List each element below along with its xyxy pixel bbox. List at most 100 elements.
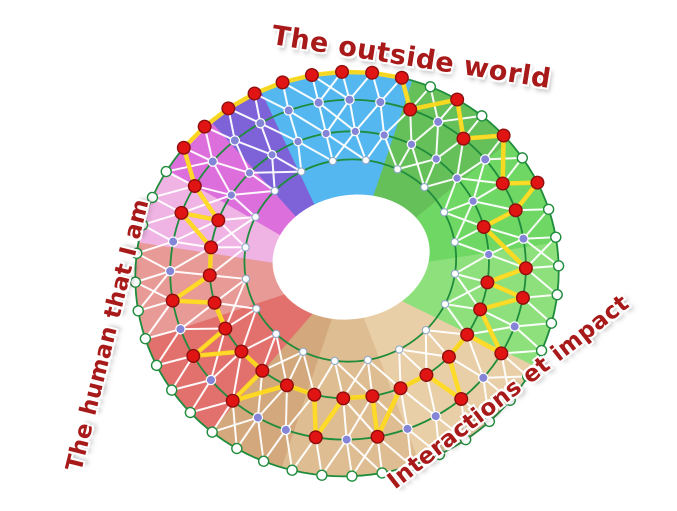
mesh-edge [180, 327, 226, 331]
graph-node [346, 470, 358, 482]
highlight-node [476, 219, 491, 234]
graph-node [433, 448, 446, 461]
graph-node [509, 321, 520, 332]
graph-node [252, 304, 261, 313]
graph-node [361, 156, 370, 165]
graph-node [379, 130, 389, 140]
mesh-edge [287, 110, 299, 142]
graph-node [363, 355, 372, 365]
mesh-edge [342, 359, 369, 399]
mesh-edge [365, 134, 385, 161]
highlight-node [275, 75, 290, 90]
mesh-edge [424, 330, 428, 375]
graph-node [468, 196, 478, 207]
mesh-edge [249, 170, 302, 174]
mesh-edge [331, 130, 357, 162]
graph-node [251, 212, 260, 222]
graph-node [432, 116, 444, 128]
mesh-edge [345, 395, 374, 441]
mesh-edge [410, 144, 426, 188]
graph-node [229, 135, 241, 146]
mesh-edge [179, 301, 216, 330]
mesh-edge [234, 139, 273, 156]
mesh-edge [155, 328, 182, 366]
graph-node [424, 81, 437, 93]
mesh-edge [231, 351, 243, 401]
highlight-node [456, 131, 471, 146]
mesh-edge [212, 160, 250, 174]
mesh-edge [399, 387, 437, 417]
graph-node [504, 394, 516, 406]
mesh-edge [284, 429, 294, 471]
graph-node [184, 406, 197, 419]
graph-node [293, 136, 303, 147]
highlight-node [279, 378, 294, 393]
mesh-edge [233, 140, 251, 174]
mesh-edge [275, 333, 288, 386]
mesh-edge [284, 385, 288, 430]
mesh-edge [189, 379, 212, 414]
mesh-edge [152, 185, 196, 199]
graph-node [420, 182, 429, 192]
mesh-edge [297, 140, 334, 162]
highlight-node [255, 363, 270, 378]
mesh-edge [325, 132, 367, 162]
highlight-node [304, 68, 319, 83]
mesh-edge [285, 394, 316, 431]
mesh-edge [211, 416, 259, 434]
mesh-edge [351, 436, 379, 477]
graph-node [344, 94, 355, 105]
mesh-edge [210, 216, 257, 249]
mesh-edge [348, 99, 357, 132]
mesh-edge [325, 99, 351, 135]
mesh-edge [259, 122, 299, 143]
highlight-node [508, 203, 523, 218]
mesh-edge [334, 360, 374, 397]
mesh-edge [262, 429, 287, 462]
mesh-edge [383, 134, 399, 170]
graph-node [206, 426, 218, 438]
graph-node [478, 372, 489, 384]
highlight-node [480, 275, 495, 290]
mesh-edge [522, 208, 550, 240]
graph-node [207, 156, 218, 167]
sector [208, 274, 347, 468]
mesh-edge [443, 211, 485, 228]
highlight-node [530, 175, 545, 190]
graph-node [402, 423, 413, 435]
mesh-edge [513, 325, 543, 352]
highlight-node [187, 178, 202, 193]
highlight-node [176, 140, 191, 155]
mesh-edge [410, 121, 439, 146]
highlight-node [518, 261, 533, 276]
graph-node [129, 276, 142, 288]
highlight-node [221, 101, 236, 116]
mesh-edge [224, 278, 247, 329]
graph-node [271, 329, 281, 339]
graph-node [552, 260, 565, 272]
graph-node [450, 237, 459, 247]
mesh-edge [454, 241, 490, 256]
mesh-edge [399, 348, 450, 358]
graph-node [440, 299, 450, 309]
graph-node [393, 165, 402, 174]
mesh-edge [259, 122, 273, 156]
mesh-edge [453, 200, 475, 243]
highlight-node [174, 205, 189, 220]
mesh-edge [406, 428, 441, 456]
mesh-edge [136, 252, 171, 273]
graph-node [483, 415, 496, 428]
mesh-edge [424, 177, 458, 189]
highlight-node [225, 393, 240, 408]
graph-node [395, 345, 404, 354]
highlight-node [515, 290, 530, 305]
graph-node [165, 384, 178, 396]
highlight-node [207, 295, 222, 310]
graph-node [252, 412, 264, 423]
highlight-node [403, 102, 418, 117]
graph-node [459, 433, 472, 446]
highlight-node [234, 344, 249, 359]
highlight-node [473, 302, 488, 317]
mesh-edge [271, 153, 302, 173]
